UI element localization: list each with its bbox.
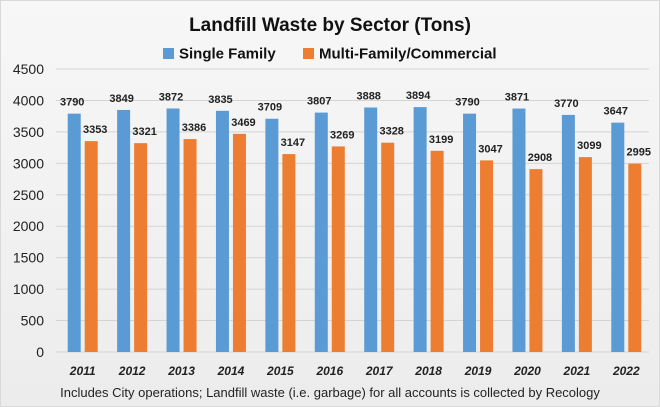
bar-single-family xyxy=(611,122,625,352)
bar-single-family xyxy=(314,112,328,352)
bar-multi-family-commercial xyxy=(529,169,543,352)
x-tick-label: 2014 xyxy=(217,364,245,378)
data-label: 3709 xyxy=(258,102,282,114)
x-tick-label: 2020 xyxy=(513,364,541,378)
data-label: 3790 xyxy=(455,97,479,109)
bar-single-family xyxy=(463,113,477,352)
data-label: 3872 xyxy=(159,91,183,103)
y-tick-label: 0 xyxy=(36,344,44,360)
x-tick-label: 2016 xyxy=(315,364,343,378)
y-tick-label: 1500 xyxy=(13,250,44,266)
bar-single-family xyxy=(215,110,229,353)
gridlines xyxy=(56,68,649,353)
bar-single-family xyxy=(67,113,81,352)
y-axis-ticks: 0 500 1000 1500 2000 2500 3000 3500 4000 4500 xyxy=(13,61,44,360)
data-label: 3269 xyxy=(330,129,354,141)
data-label: 3047 xyxy=(478,143,502,155)
legend: Single Family Multi-Family/Commercial xyxy=(163,46,497,63)
bar-multi-family-commercial xyxy=(578,157,592,352)
x-tick-label: 2018 xyxy=(414,364,442,378)
legend-swatch-multi-family-commercial xyxy=(303,48,314,59)
bar-multi-family-commercial xyxy=(84,141,98,352)
y-tick-label: 3500 xyxy=(13,124,44,140)
x-tick-label: 2021 xyxy=(563,364,591,378)
data-label: 3147 xyxy=(281,137,305,149)
bar-single-family xyxy=(413,107,427,353)
x-tick-label: 2015 xyxy=(266,364,294,378)
data-label: 3386 xyxy=(182,122,206,134)
x-tick-label: 2012 xyxy=(118,364,146,378)
bar-single-family xyxy=(166,108,180,352)
y-tick-label: 2000 xyxy=(13,218,44,234)
x-axis-ticks: 2011 2012 2013 2014 2015 2016 2017 2018 2019 2020… xyxy=(69,364,640,378)
data-label: 3199 xyxy=(429,134,453,146)
y-tick-label: 500 xyxy=(21,313,45,329)
bar-single-family xyxy=(561,114,575,352)
chart-title: Landfill Waste by Sector (Tons) xyxy=(189,15,471,36)
x-tick-label: 2017 xyxy=(365,364,394,378)
y-tick-label: 4500 xyxy=(13,61,44,77)
legend-swatch-single-family xyxy=(163,48,174,59)
data-label: 2908 xyxy=(528,152,552,164)
chart-footnote: Includes City operations; Landfill waste… xyxy=(60,385,600,400)
bar-single-family xyxy=(364,107,378,352)
bar-single-family xyxy=(265,118,279,352)
bar-multi-family-commercial xyxy=(282,154,296,352)
data-label: 3647 xyxy=(604,106,628,118)
bar-multi-family-commercial xyxy=(430,150,444,352)
x-tick-label: 2022 xyxy=(612,364,640,378)
data-label: 3849 xyxy=(109,93,133,105)
data-label: 3790 xyxy=(60,97,84,109)
x-tick-label: 2013 xyxy=(167,364,195,378)
data-label: 3353 xyxy=(83,124,107,136)
data-label: 3807 xyxy=(307,96,331,108)
y-tick-label: 1000 xyxy=(13,281,44,297)
legend-label-multi-family-commercial: Multi-Family/Commercial xyxy=(319,46,497,63)
bar-multi-family-commercial xyxy=(134,143,148,352)
y-tick-label: 4000 xyxy=(13,92,44,108)
data-label: 3770 xyxy=(554,98,578,110)
legend-label-single-family: Single Family xyxy=(179,46,276,63)
data-label: 3328 xyxy=(379,126,403,138)
bar-single-family xyxy=(512,108,526,352)
data-label: 2995 xyxy=(627,147,651,159)
y-tick-label: 3000 xyxy=(13,155,44,171)
bar-multi-family-commercial xyxy=(183,139,197,352)
x-tick-label: 2019 xyxy=(464,364,492,378)
data-label: 3888 xyxy=(356,90,380,102)
x-tick-label: 2011 xyxy=(69,364,96,378)
data-label: 3835 xyxy=(208,94,232,106)
y-tick-label: 2500 xyxy=(13,187,44,203)
bar-multi-family-commercial xyxy=(628,163,642,352)
bar-multi-family-commercial xyxy=(331,146,345,352)
data-label: 3871 xyxy=(505,92,529,104)
bar-single-family xyxy=(117,109,131,352)
data-label: 3894 xyxy=(406,90,431,102)
bar-multi-family-commercial xyxy=(232,133,246,352)
data-label: 3321 xyxy=(132,126,156,138)
data-label: 3469 xyxy=(231,117,255,129)
bars xyxy=(67,107,642,353)
bar-multi-family-commercial xyxy=(381,142,395,352)
bar-multi-family-commercial xyxy=(480,160,494,352)
data-label: 3099 xyxy=(577,140,601,152)
